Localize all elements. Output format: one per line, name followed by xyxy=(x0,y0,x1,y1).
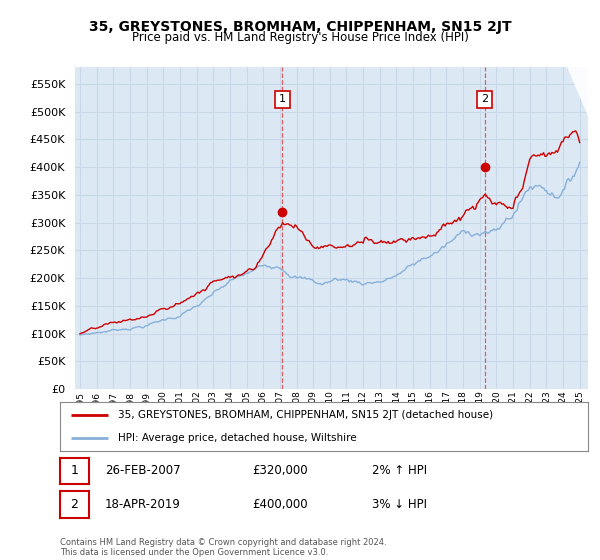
Text: 2: 2 xyxy=(70,498,79,511)
Text: 18-APR-2019: 18-APR-2019 xyxy=(105,498,181,511)
Text: 1: 1 xyxy=(279,95,286,104)
Text: HPI: Average price, detached house, Wiltshire: HPI: Average price, detached house, Wilt… xyxy=(118,433,357,443)
Text: 1: 1 xyxy=(70,464,79,478)
Text: Contains HM Land Registry data © Crown copyright and database right 2024.
This d: Contains HM Land Registry data © Crown c… xyxy=(60,538,386,557)
Text: Price paid vs. HM Land Registry's House Price Index (HPI): Price paid vs. HM Land Registry's House … xyxy=(131,31,469,44)
Text: 2: 2 xyxy=(481,95,488,104)
Text: £320,000: £320,000 xyxy=(252,464,308,478)
Text: 2% ↑ HPI: 2% ↑ HPI xyxy=(372,464,427,478)
Text: £400,000: £400,000 xyxy=(252,498,308,511)
Text: 26-FEB-2007: 26-FEB-2007 xyxy=(105,464,181,478)
Text: 3% ↓ HPI: 3% ↓ HPI xyxy=(372,498,427,511)
Text: 35, GREYSTONES, BROMHAM, CHIPPENHAM, SN15 2JT: 35, GREYSTONES, BROMHAM, CHIPPENHAM, SN1… xyxy=(89,20,511,34)
Text: 35, GREYSTONES, BROMHAM, CHIPPENHAM, SN15 2JT (detached house): 35, GREYSTONES, BROMHAM, CHIPPENHAM, SN1… xyxy=(118,410,493,421)
Polygon shape xyxy=(568,67,588,115)
